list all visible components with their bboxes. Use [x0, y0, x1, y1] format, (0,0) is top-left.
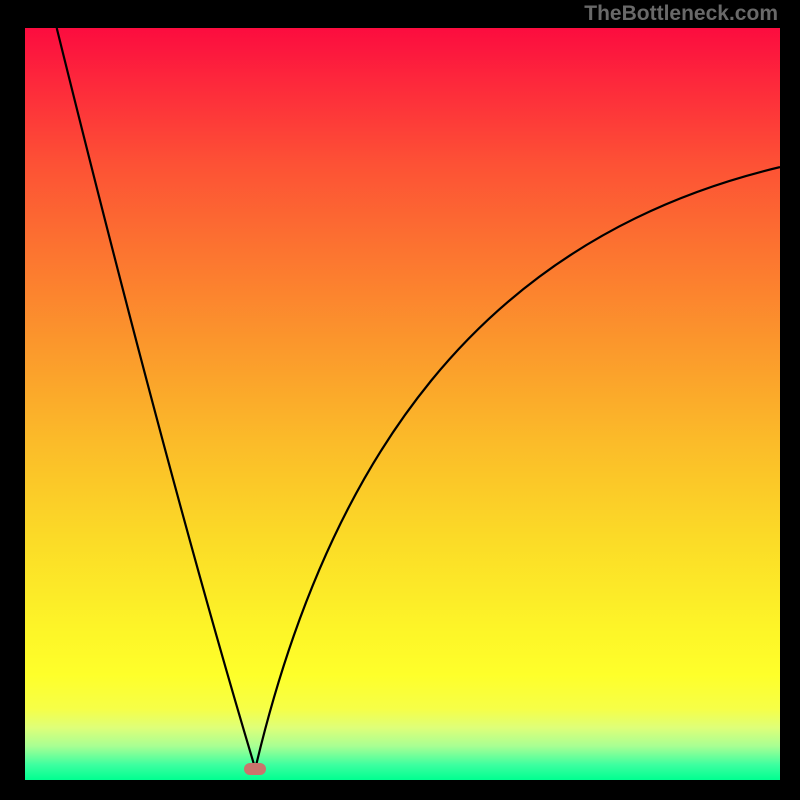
- minimum-marker: [244, 763, 266, 775]
- chart-frame: TheBottleneck.com: [0, 0, 800, 800]
- watermark-text: TheBottleneck.com: [584, 2, 778, 26]
- plot-area: [25, 28, 780, 780]
- bottleneck-curve: [25, 28, 780, 780]
